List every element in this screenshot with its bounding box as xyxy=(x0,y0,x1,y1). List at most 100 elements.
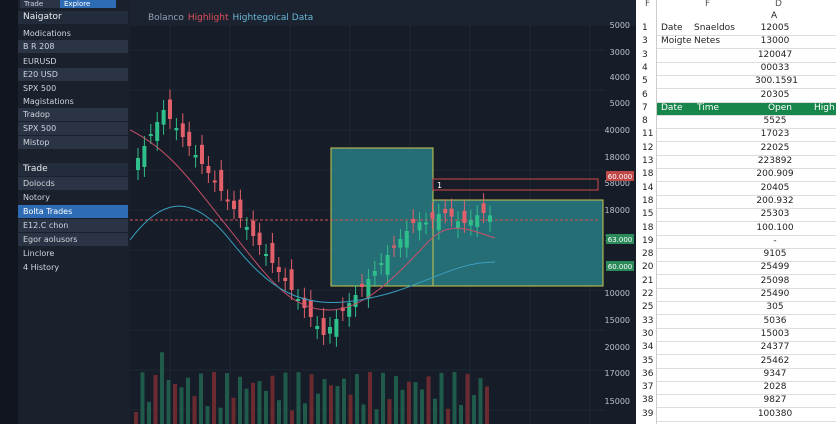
row-line xyxy=(656,154,836,156)
row-line xyxy=(656,35,836,36)
row-line xyxy=(656,354,836,356)
volume-bar xyxy=(270,375,275,424)
candle xyxy=(142,146,147,167)
volume-bar xyxy=(205,406,210,424)
candle xyxy=(488,215,492,222)
cell: Snaeldos xyxy=(694,23,735,33)
panel-title: Naigator xyxy=(18,11,128,24)
row-number: 12 xyxy=(642,142,654,153)
cell: 300.1591 xyxy=(755,76,798,87)
candle xyxy=(475,215,480,227)
price-label: 3000 xyxy=(610,48,630,57)
volume-bar xyxy=(231,397,236,424)
volume-bar xyxy=(329,385,333,424)
cell: 20305 xyxy=(760,89,790,100)
price-label: 10000 xyxy=(605,289,630,298)
trade-item[interactable]: Dolocds xyxy=(18,177,128,190)
candle xyxy=(296,299,300,301)
row-line xyxy=(656,48,836,50)
row-line xyxy=(656,141,836,143)
cell: 200.909 xyxy=(756,169,794,180)
candle xyxy=(404,231,409,248)
trade-item[interactable]: Bolta Trades xyxy=(18,205,128,218)
volume-bar xyxy=(257,381,262,424)
volume-bar xyxy=(478,378,483,424)
header-row xyxy=(656,102,836,115)
candle xyxy=(398,239,403,248)
chart-title: Bolanco xyxy=(148,13,184,23)
candle xyxy=(340,307,345,311)
nav-item[interactable]: Modications xyxy=(23,29,71,38)
candle xyxy=(424,222,428,225)
candle xyxy=(219,170,224,191)
cell: 20405 xyxy=(760,182,790,193)
nav-item[interactable]: Magistations xyxy=(23,97,74,106)
trade-item[interactable]: 4 History xyxy=(23,263,60,272)
nav-item[interactable]: SPX 500 xyxy=(18,122,128,135)
tab[interactable]: Explore xyxy=(60,0,116,8)
row-number: 38 xyxy=(642,395,654,406)
candle xyxy=(456,221,460,229)
cell: 13000 xyxy=(760,36,790,47)
row-number: 34 xyxy=(642,342,654,353)
nav-item[interactable]: Mistop xyxy=(18,136,128,149)
row-number: 1 xyxy=(642,23,648,33)
volume-bar xyxy=(179,387,184,424)
icon-strip xyxy=(0,0,18,424)
volume-bar xyxy=(465,373,470,424)
nav-item[interactable]: EURUSD xyxy=(23,57,57,66)
row-number: 3 xyxy=(642,36,648,47)
row-number: 18 xyxy=(642,169,654,180)
cell: High xyxy=(814,102,835,113)
candle xyxy=(411,219,416,223)
nav-item[interactable]: Tradop xyxy=(18,108,128,121)
candle xyxy=(430,212,435,219)
candle xyxy=(136,158,140,170)
volume-bar xyxy=(439,372,444,424)
cell: 15003 xyxy=(760,328,790,339)
volume-bar xyxy=(212,372,216,424)
candle xyxy=(251,220,256,236)
cell: 120047 xyxy=(757,49,793,60)
row-line xyxy=(656,114,836,116)
nav-item[interactable]: B R 208 xyxy=(18,40,128,53)
cell: 25499 xyxy=(760,262,790,273)
candle xyxy=(436,214,441,231)
trade-item[interactable]: Egor aolusors xyxy=(18,233,128,246)
volume-bar xyxy=(153,374,158,424)
row-line xyxy=(656,207,836,209)
volume-bar xyxy=(335,386,340,424)
row-number: 13 xyxy=(642,156,654,166)
row-line xyxy=(656,194,836,196)
row-line xyxy=(656,101,836,103)
tab[interactable]: Trade xyxy=(20,0,60,8)
volume-bar xyxy=(316,393,320,424)
row-number: 18 xyxy=(642,222,654,233)
row-number: 22 xyxy=(642,289,654,299)
row-number: 28 xyxy=(642,249,654,260)
trade-item[interactable]: Notory xyxy=(23,193,50,202)
cell: 12005 xyxy=(760,23,790,33)
trade-item[interactable]: Linclore xyxy=(23,249,55,258)
column-header: F xyxy=(705,0,711,9)
marker: 1 xyxy=(437,181,442,190)
price-label: 18000 xyxy=(605,206,630,215)
candle xyxy=(328,327,332,334)
candle xyxy=(462,210,467,223)
spreadsheet xyxy=(636,0,836,424)
volume-bar xyxy=(303,403,307,424)
chart-title: Hightegoical Data xyxy=(233,13,314,23)
volume-bar xyxy=(485,386,489,424)
volume-bar xyxy=(134,412,138,424)
trade-item[interactable]: E12.C chon xyxy=(18,219,128,232)
volume-bar xyxy=(407,381,411,424)
volume-bar xyxy=(238,376,242,424)
row-number: 20 xyxy=(642,262,654,273)
nav-item[interactable]: SPX 500 xyxy=(23,84,57,93)
nav-item[interactable]: E20 USD xyxy=(18,68,128,81)
candle xyxy=(449,208,454,217)
price-label: 58000 xyxy=(605,179,630,188)
cell: 100380 xyxy=(757,408,793,419)
cell: 5525 xyxy=(763,116,787,127)
volume-bar xyxy=(140,372,145,424)
